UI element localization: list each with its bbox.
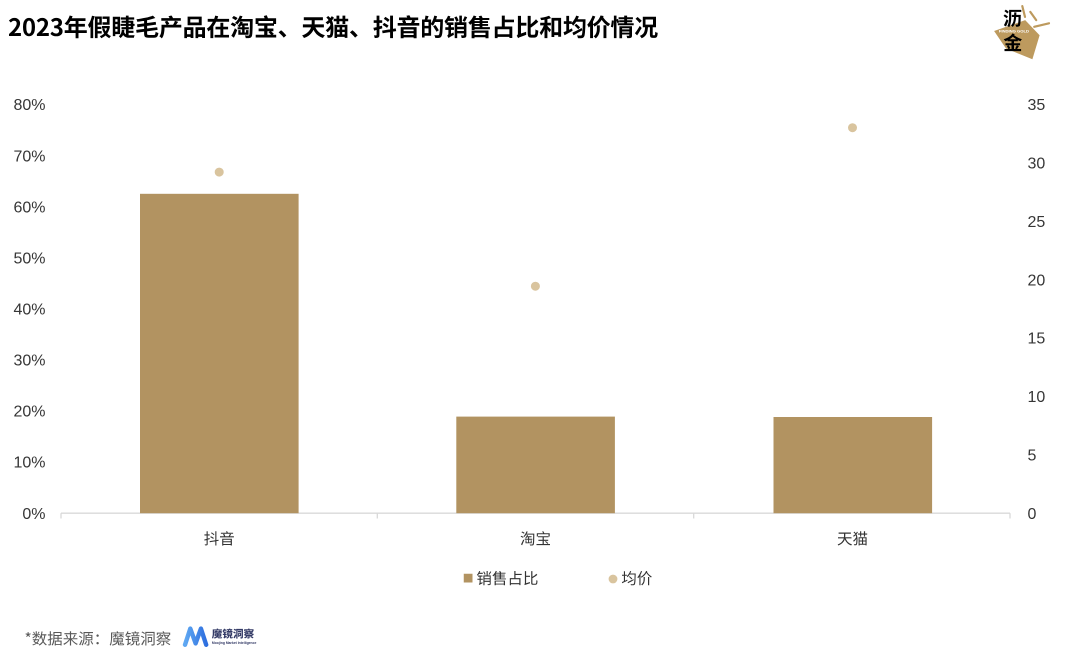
svg-text:20%: 20% xyxy=(13,404,45,421)
svg-text:70%: 70% xyxy=(13,148,45,165)
svg-text:25: 25 xyxy=(1028,214,1046,231)
svg-text:15: 15 xyxy=(1028,331,1046,348)
svg-text:35: 35 xyxy=(1028,97,1046,114)
svg-text:30: 30 xyxy=(1028,156,1046,173)
svg-text:5: 5 xyxy=(1028,447,1037,464)
svg-text:80%: 80% xyxy=(13,97,45,114)
svg-text:40%: 40% xyxy=(13,302,45,319)
svg-text:20: 20 xyxy=(1028,272,1046,289)
svg-text:10%: 10% xyxy=(13,455,45,472)
svg-text:Moojing Market Intelligence: Moojing Market Intelligence xyxy=(212,640,257,645)
svg-text:0: 0 xyxy=(1028,506,1037,523)
svg-text:30%: 30% xyxy=(13,353,45,370)
svg-text:FINDING GOLD: FINDING GOLD xyxy=(999,29,1030,33)
svg-text:10: 10 xyxy=(1028,389,1046,406)
svg-text:50%: 50% xyxy=(13,250,45,267)
svg-text:0%: 0% xyxy=(22,506,45,523)
svg-text:60%: 60% xyxy=(13,199,45,216)
